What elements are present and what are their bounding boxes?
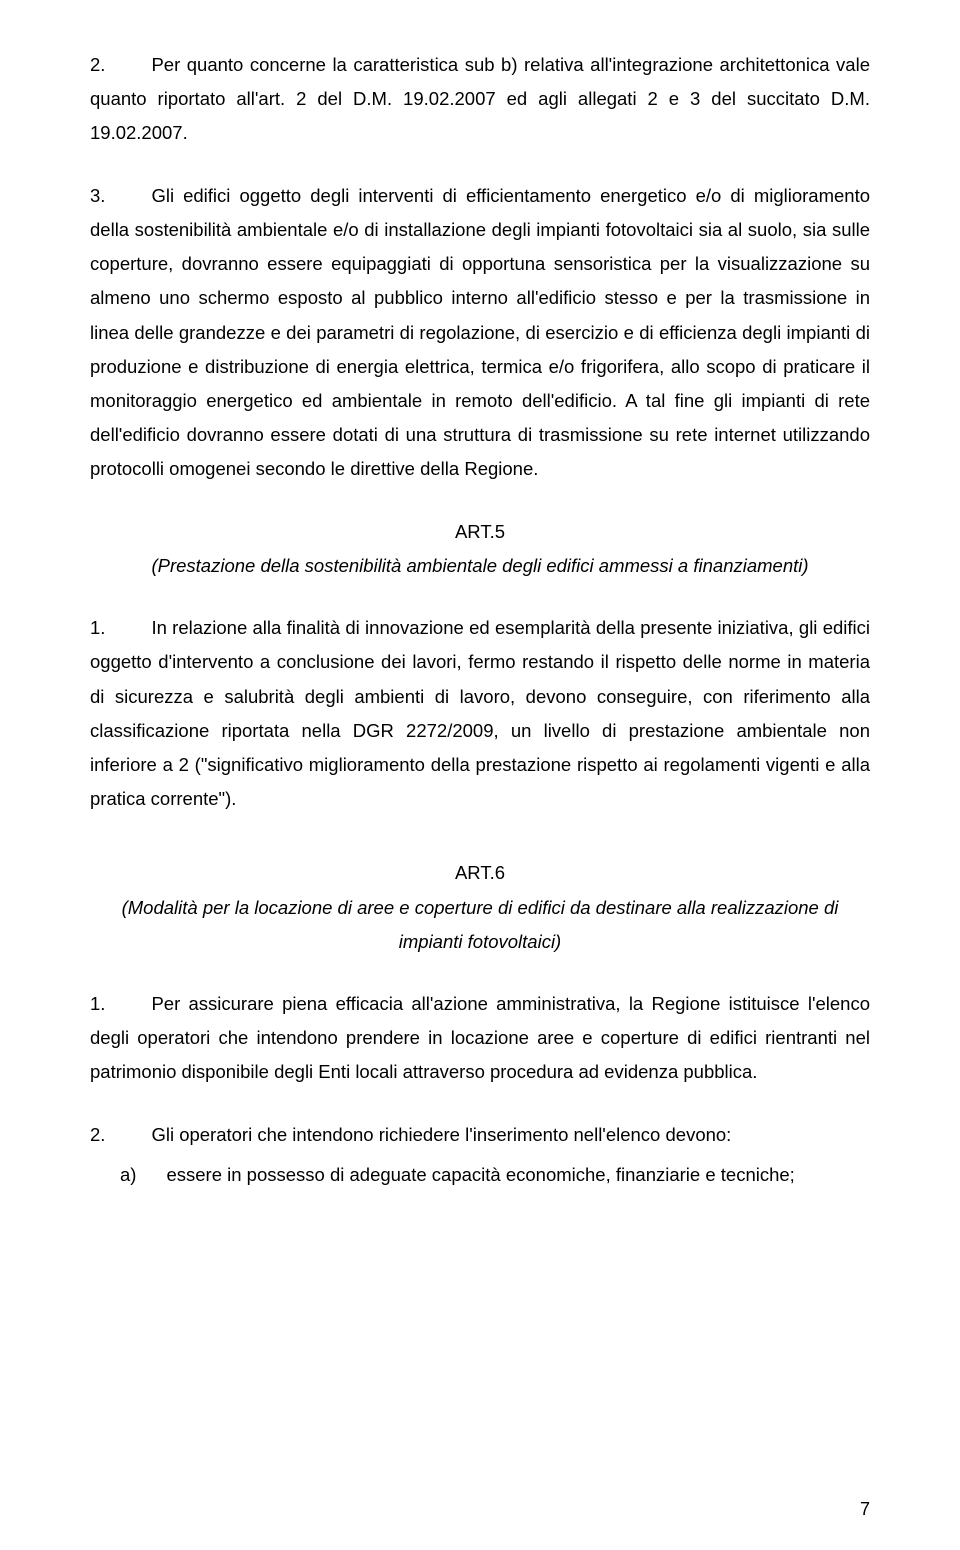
para-num: 1. (90, 993, 105, 1014)
paragraph-2: 2.Per quanto concerne la caratteristica … (90, 48, 870, 151)
para-num: 2. (90, 54, 105, 75)
art6-para-2: 2. Gli operatori che intendono richiedere… (90, 1118, 870, 1152)
para-num: 2. (90, 1124, 105, 1145)
page-number: 7 (860, 1499, 870, 1520)
para-text: Gli edifici oggetto degli interventi di … (90, 185, 870, 480)
article-6-subtitle: (Modalità per la locazione di aree e cop… (90, 891, 870, 959)
document-page: 2.Per quanto concerne la caratteristica … (0, 0, 960, 1550)
para-num: 1. (90, 617, 105, 638)
para-text: Per assicurare piena efficacia all'azion… (90, 993, 870, 1082)
article-5-heading: ART.5 (90, 515, 870, 549)
art6-para-1: 1.Per assicurare piena efficacia all'azi… (90, 987, 870, 1090)
art6-list-a: a) essere in possesso di adeguate capacit… (90, 1158, 870, 1192)
list-text: essere in possesso di adeguate capacità … (166, 1164, 794, 1185)
para-text: Per quanto concerne la caratteristica su… (90, 54, 870, 143)
paragraph-3: 3.Gli edifici oggetto degli interventi d… (90, 179, 870, 487)
para-text: In relazione alla finalità di innovazion… (90, 617, 870, 809)
article-5-subtitle: (Prestazione della sostenibilità ambient… (90, 549, 870, 583)
list-marker: a) (120, 1164, 136, 1185)
art5-para-1: 1.In relazione alla finalità di innovazi… (90, 611, 870, 816)
article-6-heading: ART.6 (90, 856, 870, 890)
para-num: 3. (90, 185, 105, 206)
para-text: Gli operatori che intendono richiedere l… (151, 1124, 731, 1145)
